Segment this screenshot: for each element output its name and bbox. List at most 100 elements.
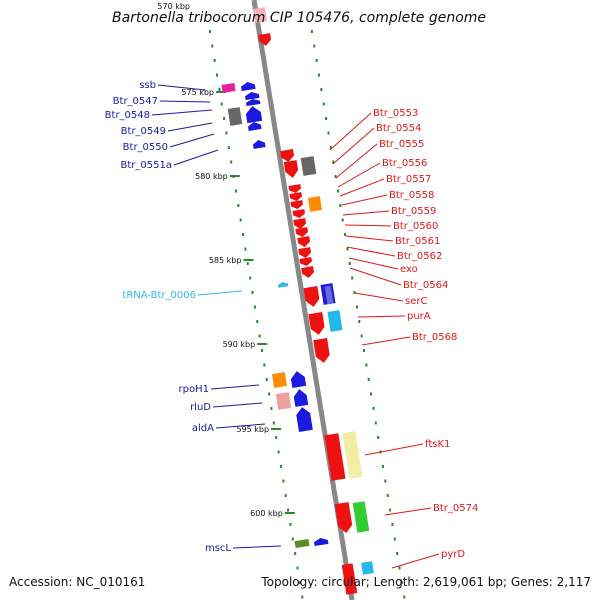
label-leader-line	[339, 178, 385, 197]
gene-label-right: Btr_0558	[389, 190, 434, 201]
left-track-dot	[246, 262, 249, 265]
right-track-dot	[391, 523, 394, 526]
right-track-dot	[344, 233, 347, 236]
right-track-dot	[389, 508, 392, 512]
label-leader-line	[335, 143, 378, 179]
reverse-gene-arrow	[280, 149, 295, 162]
reverse-gene-arrow	[292, 209, 305, 218]
right-track-dot	[377, 436, 380, 439]
label-leader-line	[329, 112, 372, 151]
gene-label-right: Btr_0564	[403, 280, 448, 291]
gene-label-left: tRNA-Btr_0006	[122, 290, 196, 301]
right-track-dot	[341, 218, 344, 222]
left-track-dot	[258, 334, 261, 338]
forward-gene-arrow	[245, 106, 263, 124]
left-track-dot	[213, 59, 216, 62]
label-leaders	[151, 84, 440, 569]
gene-label-right: Btr_0559	[391, 206, 436, 217]
label-leader-line	[348, 257, 399, 270]
label-leader-line	[212, 402, 263, 408]
right-track-dot	[403, 595, 406, 599]
label-leader-line	[384, 507, 432, 516]
label-leader-line	[197, 290, 243, 296]
forward-gene-arrow	[290, 371, 307, 388]
right-track-dot	[336, 189, 339, 193]
label-leader-line	[210, 384, 260, 390]
label-leader-line	[337, 162, 381, 188]
left-track-dot	[261, 349, 264, 352]
right-track-dot	[325, 117, 328, 120]
left-track-dot	[275, 436, 278, 439]
reverse-gene-arrow	[289, 192, 302, 201]
forward-gene-arrow	[245, 92, 260, 101]
left-track-dot	[220, 102, 223, 106]
reverse-gene-arrow	[334, 502, 353, 533]
right-track-dot	[372, 407, 375, 410]
right-track-dot	[386, 494, 389, 497]
gene-label-left: ssb	[139, 80, 156, 91]
right-track-dot	[320, 88, 323, 91]
left-track-dot	[242, 233, 245, 236]
right-track-dot	[351, 276, 354, 280]
right-track-dot	[367, 378, 370, 381]
gene-label-right: Btr_0562	[397, 251, 442, 262]
gene-label-right: pyrD	[441, 549, 465, 560]
right-track-dot	[360, 334, 363, 338]
label-leader-line	[151, 109, 213, 116]
left-track-dot	[282, 479, 285, 483]
rrna-feature	[252, 7, 268, 23]
reverse-gene-block	[341, 563, 358, 595]
right-track-dot	[313, 44, 316, 48]
left-track-dot	[279, 465, 282, 468]
gene-label-right: serC	[405, 296, 427, 307]
pseudogene-block	[227, 107, 243, 126]
forward-gene-arrow	[248, 122, 262, 131]
gene-label-right: ftsK1	[425, 439, 450, 450]
label-leader-line	[357, 315, 406, 318]
reverse-gene-arrow	[293, 218, 307, 229]
right-track-dot	[322, 102, 325, 106]
gene-label-right: Btr_0561	[395, 236, 440, 247]
tick-label: 570 kbp	[157, 2, 190, 11]
left-track-dot	[298, 581, 301, 584]
left-track-dot	[211, 44, 214, 48]
gene-label-left: Btr_0548	[105, 110, 150, 121]
left-track-dot	[249, 276, 252, 280]
reverse-gene-arrow	[303, 286, 320, 307]
gene-label-right: Btr_0560	[393, 221, 438, 232]
forward-gene-block	[324, 285, 334, 305]
scale-ticks: 570 kbp 575 kbp 580 kbp 585 kbp 590 kbp 595 k…	[157, 2, 295, 518]
tick-label: 580 kbp	[195, 172, 228, 181]
forward-gene-arrow	[246, 99, 261, 107]
right-track-dot	[400, 581, 403, 584]
right-track-dot	[318, 73, 321, 77]
tick-label: 600 kbp	[250, 509, 283, 518]
left-track-dot	[256, 320, 259, 323]
left-track-dot	[234, 189, 237, 193]
genome-backbone	[251, 0, 355, 600]
right-track-dot	[348, 262, 351, 265]
left-track-dot	[265, 378, 268, 381]
reverse-gene-arrow	[297, 236, 311, 247]
label-leader-line	[169, 133, 215, 148]
feature-orange	[307, 196, 323, 212]
left-track-dot	[277, 450, 280, 454]
right-track-dot	[384, 479, 387, 483]
accession-text: Accession: NC_010161	[9, 575, 145, 589]
ftsk1-gene	[324, 433, 346, 481]
label-leader-line	[167, 122, 213, 132]
reverse-gene-arrow	[301, 266, 315, 278]
right-track-dot	[332, 160, 335, 164]
label-leader-line	[232, 545, 282, 549]
label-leader-line	[157, 84, 206, 91]
left-track-dot	[284, 494, 287, 497]
label-leader-line	[391, 553, 440, 569]
left-track-dot	[223, 117, 226, 120]
gene-labels: ssb Btr_0547 Btr_0548 Btr_0549 Btr_0550 Btr_0…	[105, 80, 479, 560]
gene-label-right: Btr_0554	[376, 123, 421, 134]
reverse-gene-arrow	[298, 247, 312, 258]
gene-label-right: Btr_0555	[379, 139, 424, 150]
label-leader-line	[354, 292, 404, 302]
